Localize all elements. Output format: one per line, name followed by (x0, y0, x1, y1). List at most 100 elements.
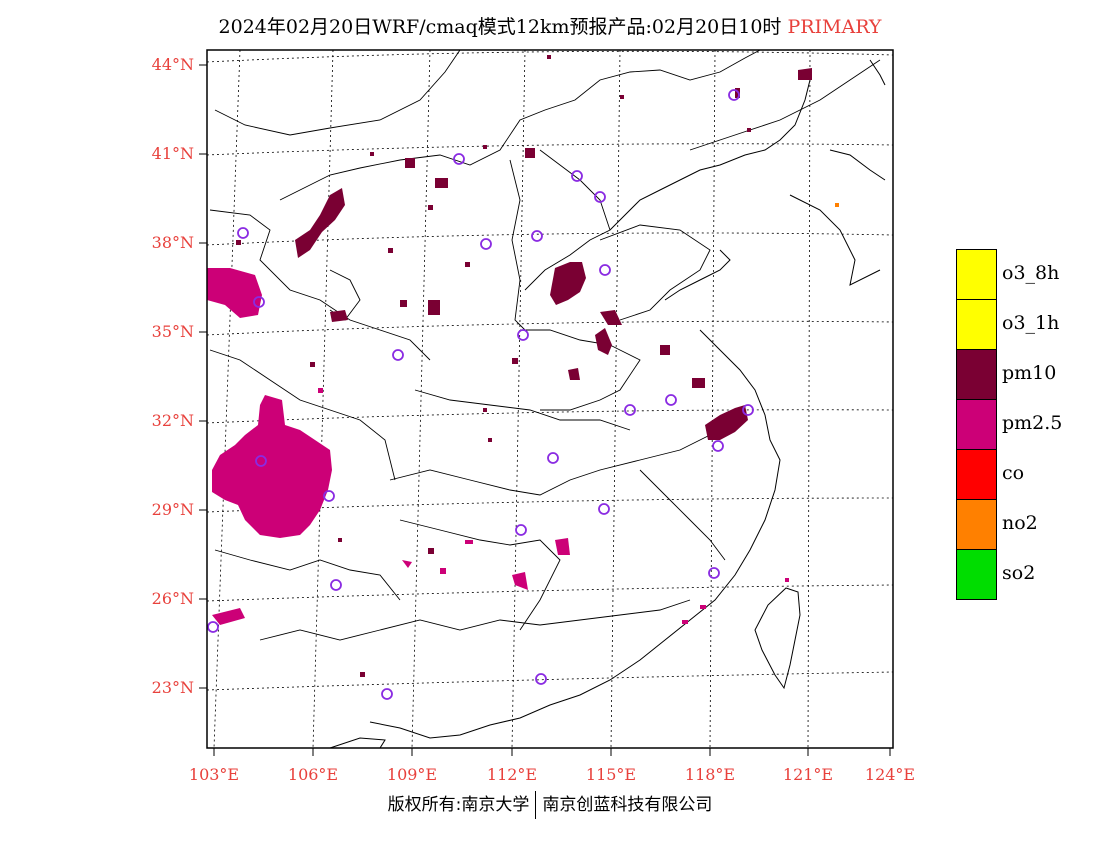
station (253, 296, 265, 308)
coast-east (369, 329, 781, 739)
pm10-tianjin (435, 178, 448, 188)
lat-label-26: 26°N (151, 589, 194, 608)
station (515, 524, 527, 536)
station (480, 238, 492, 250)
title-text: 2024年02月20日WRF/cmaq模式12km预报产品:02月20日10时 (218, 16, 782, 38)
hunan-boundary (399, 519, 561, 631)
parallel-26 (206, 584, 894, 602)
station (624, 404, 636, 416)
station (598, 503, 610, 515)
pm10-hebei-shanxi (550, 262, 586, 305)
coast-japan (869, 59, 886, 86)
zhejiang-fujian-boundary (639, 469, 726, 561)
cell (338, 538, 342, 542)
pm10-gansu-north (295, 188, 345, 258)
legend-label: o3_8h (1002, 262, 1060, 284)
lon-label-109: 109°E (386, 765, 438, 784)
station (237, 227, 249, 239)
gansu-boundary (209, 209, 431, 361)
cell (785, 578, 789, 582)
legend-swatch (956, 349, 997, 400)
legend-label: co (1002, 462, 1025, 484)
meridian-109 (411, 49, 431, 749)
cell (428, 548, 434, 554)
pm25-jiangxi (555, 538, 570, 555)
shanxi-boundary (509, 159, 526, 331)
cell (747, 128, 751, 132)
yunnan-boundary (214, 549, 401, 601)
cell (310, 362, 315, 367)
map-title: 2024年02月20日WRF/cmaq模式12km预报产品:02月20日10时 P… (0, 12, 1100, 39)
cell (400, 300, 407, 307)
lat-label-29: 29°N (151, 500, 194, 519)
lon-label-103: 103°E (188, 765, 240, 784)
sichuan-boundary (209, 349, 396, 481)
hainan-island (329, 737, 386, 749)
station (330, 579, 342, 591)
station (728, 89, 740, 101)
legend-swatch (956, 399, 997, 450)
legend-swatch (956, 549, 997, 600)
legend-label: pm2.5 (1002, 412, 1063, 434)
station (712, 440, 724, 452)
legend-swatch (956, 249, 997, 300)
northeast-boundary (689, 59, 881, 151)
coastline (369, 59, 886, 739)
lat-label-41: 41°N (151, 144, 194, 163)
pm10-jiangsu (660, 345, 670, 355)
meridian-103 (213, 49, 241, 749)
pm10-shaanxi (428, 300, 440, 315)
station (708, 567, 720, 579)
lat-label-44: 44°N (151, 55, 194, 74)
coast-korea-north (829, 149, 886, 181)
pm25-northwest (207, 268, 262, 318)
cell (440, 568, 446, 574)
scattered-cells (236, 55, 839, 677)
pm10-anhui (692, 378, 705, 388)
pm25-yunnan (212, 608, 245, 625)
pm10-ningxia (330, 310, 348, 322)
parallel-41 (206, 143, 894, 156)
lon-label-106: 106°E (287, 765, 339, 784)
tick-marks (199, 64, 891, 756)
pm10-shandong (600, 310, 622, 325)
pm10-northeast (798, 68, 812, 80)
cell (236, 240, 241, 245)
cell (483, 408, 487, 412)
pm10-hubei (568, 368, 580, 380)
coast-shandong (664, 249, 731, 301)
pm25-guizhou (402, 560, 412, 568)
coast-korea (789, 194, 881, 286)
lon-label-115: 115°E (585, 765, 637, 784)
legend-label: no2 (1002, 512, 1038, 534)
station (255, 455, 267, 467)
legend-label: pm10 (1002, 362, 1057, 384)
coast-bohai (609, 79, 811, 231)
pm10-shanghai (705, 405, 748, 440)
station (381, 688, 393, 700)
copyright-left: 版权所有:南京大学 (387, 795, 530, 815)
pm10-henan (595, 328, 612, 355)
cell (483, 145, 487, 149)
shandong-boundary (599, 224, 711, 321)
cell (465, 540, 473, 544)
meridian-112 (511, 49, 526, 749)
inner-mongolia-boundary (279, 49, 761, 201)
parallel-23 (206, 671, 894, 691)
cell (700, 605, 706, 609)
pm10-beijing (525, 148, 535, 158)
lon-label-121: 121°E (782, 765, 834, 784)
boundaries (209, 49, 881, 641)
lon-label-118: 118°E (684, 765, 736, 784)
legend-label: o3_1h (1002, 312, 1060, 334)
parallel-35 (206, 320, 894, 336)
national-border-north (214, 49, 461, 136)
lon-label-112: 112°E (486, 765, 538, 784)
station (453, 153, 465, 165)
cell (512, 358, 518, 364)
station (535, 673, 547, 685)
lon-label-124: 124°E (864, 765, 916, 784)
cell (388, 248, 393, 253)
map-frame (206, 49, 894, 749)
